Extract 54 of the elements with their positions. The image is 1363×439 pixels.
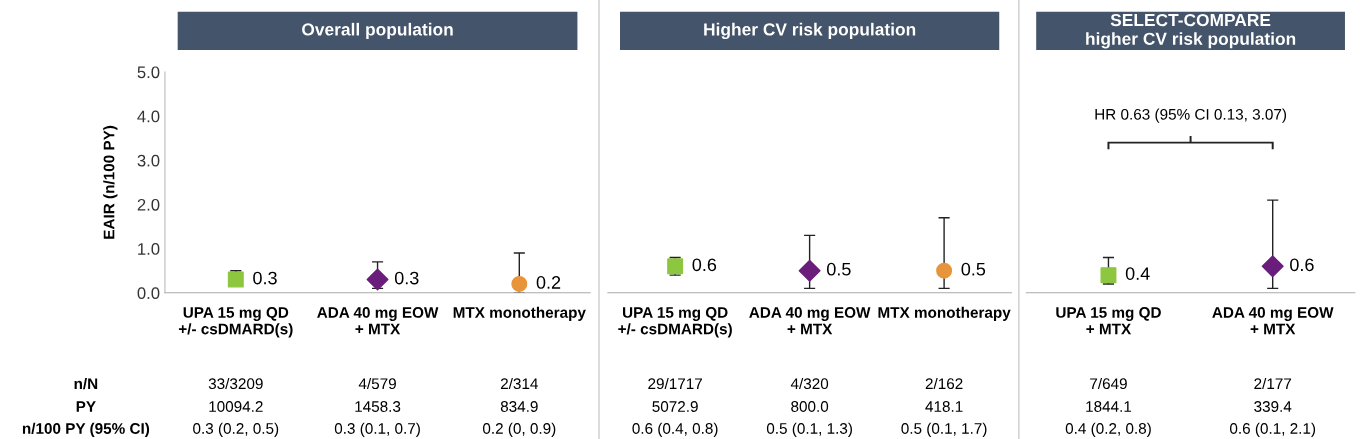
text: 29/1717 — [648, 377, 702, 390]
data-label: 0.6 — [692, 258, 717, 272]
text: n/100 PY (95% CI) — [22, 422, 150, 437]
y-tick-label: 0.0 — [137, 287, 160, 300]
text: 0.5 (0.1, 1.3) — [766, 422, 852, 437]
text: 1844.1 — [1086, 401, 1132, 412]
text: n/N — [74, 377, 98, 390]
x-tick-label: MTX monotherapy — [453, 306, 586, 321]
text: 834.9 — [500, 401, 538, 412]
chart-title: Overall population — [302, 22, 453, 40]
data-label: 0.3 — [253, 271, 277, 285]
data-label: 0.5 — [961, 262, 986, 276]
text: 4/579 — [358, 377, 396, 390]
text: 4/320 — [790, 377, 829, 390]
chart-title: Higher CV risk population — [704, 22, 916, 40]
text: 33/3209 — [208, 377, 263, 390]
data-label: 0.4 — [1125, 267, 1150, 280]
y-tick-label: 3.0 — [137, 154, 160, 167]
y-axis-title: EAIR (n/100 PY) — [103, 125, 118, 239]
x-tick-label: UPA 15 mg QD + MTX — [1056, 307, 1161, 335]
x-tick-label: UPA 15 mg QD +/- csDMARD(s) — [618, 307, 732, 338]
data-label: 0.6 — [1290, 258, 1314, 272]
text: 2/162 — [925, 377, 963, 390]
data-label: 0.5 — [826, 262, 851, 276]
text: 2/314 — [500, 377, 538, 390]
text: 7/649 — [1090, 377, 1127, 390]
text: 0.4 (0.2, 0.8) — [1065, 422, 1151, 437]
x-tick-label: UPA 15 mg QD +/- csDMARD(s) — [178, 307, 293, 338]
text: PY — [76, 401, 96, 412]
x-tick-label: ADA 40 mg EOW + MTX — [317, 307, 439, 335]
y-tick-label: 1.0 — [138, 243, 160, 255]
text: 0.6 (0.4, 0.8) — [632, 422, 718, 437]
chart-title: SELECT-COMPARE higher CV risk population — [1086, 13, 1296, 49]
y-tick-label: 4.0 — [137, 110, 160, 123]
text: 800.0 — [791, 401, 829, 412]
data-label: 0.2 — [536, 276, 561, 289]
text: 5072.9 — [652, 401, 698, 412]
text: 0.5 (0.1, 1.7) — [901, 422, 987, 437]
x-tick-label: ADA 40 mg EOW + MTX — [749, 307, 871, 335]
text: 339.4 — [1254, 401, 1292, 412]
data-label: 0.3 — [394, 271, 419, 285]
text: 0.6 (0.1, 2.1) — [1229, 422, 1316, 437]
text: 0.2 (0, 0.9) — [482, 422, 556, 437]
x-tick-label: MTX monotherapy — [878, 306, 1011, 321]
text: 0.3 (0.2, 0.5) — [193, 422, 279, 437]
y-tick-label: 2.0 — [137, 198, 160, 211]
y-tick-label: 5.0 — [137, 66, 160, 79]
text: 418.1 — [925, 401, 963, 412]
text: 2/177 — [1254, 377, 1292, 390]
text: 1458.3 — [355, 401, 401, 412]
annotation: HR 0.63 (95% CI 0.13, 3.07) — [1095, 108, 1287, 123]
x-tick-label: ADA 40 mg EOW + MTX — [1212, 307, 1334, 335]
text: 10094.2 — [209, 401, 263, 412]
text: 0.3 (0.1, 0.7) — [334, 422, 420, 437]
